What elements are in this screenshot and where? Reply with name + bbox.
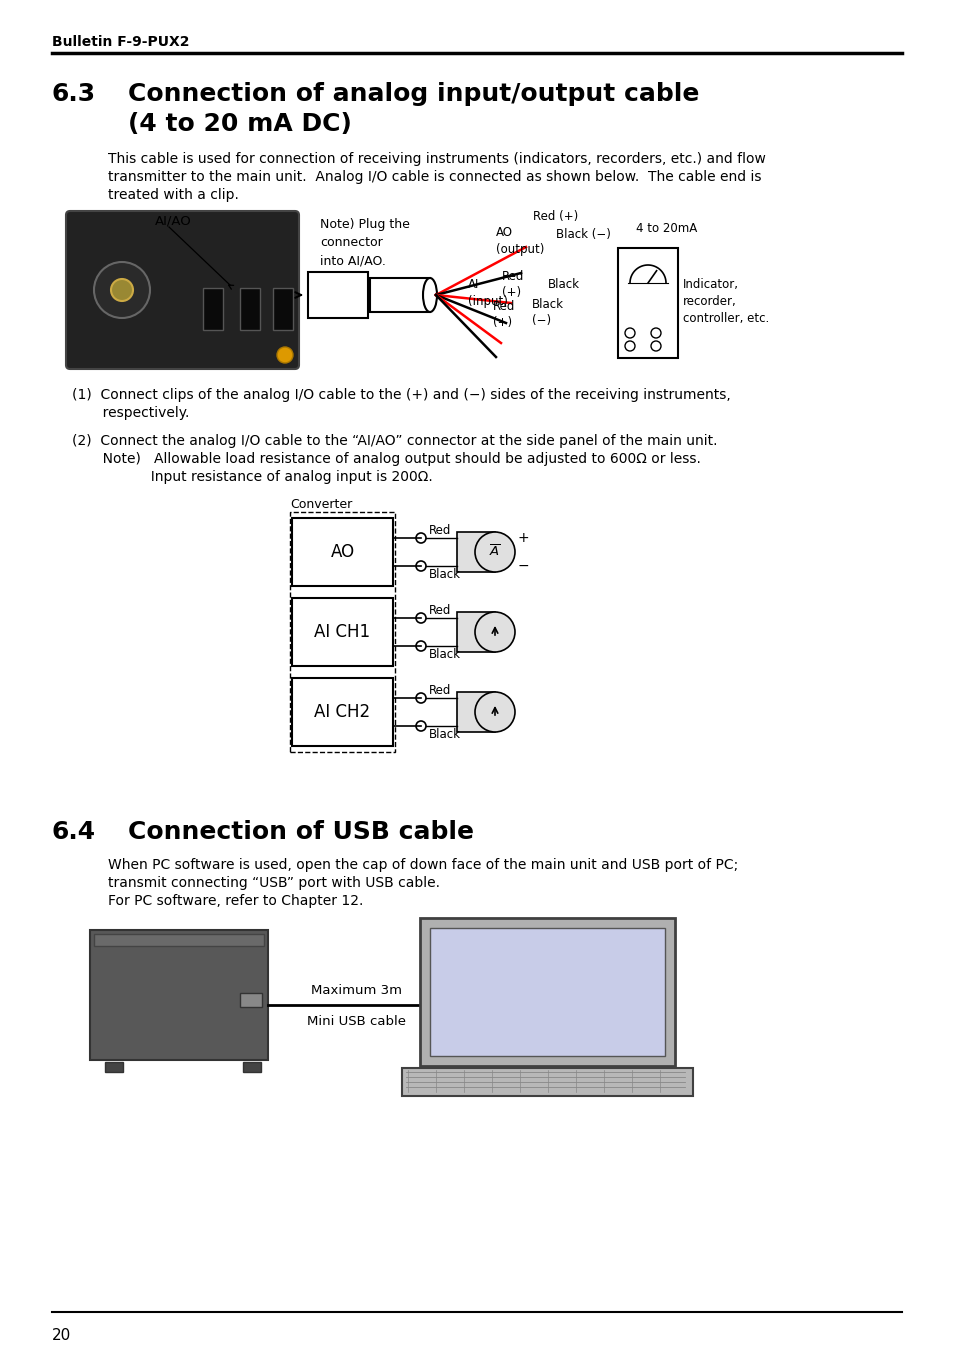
Text: transmit connecting “USB” port with USB cable.: transmit connecting “USB” port with USB … bbox=[108, 875, 439, 890]
Circle shape bbox=[650, 328, 660, 338]
Text: When PC software is used, open the cap of down face of the main unit and USB por: When PC software is used, open the cap o… bbox=[108, 858, 738, 871]
Bar bbox=[419, 917, 675, 1066]
Text: −: − bbox=[517, 559, 529, 573]
Text: Black: Black bbox=[429, 648, 460, 661]
Bar bbox=[290, 512, 395, 753]
Text: Black (−): Black (−) bbox=[556, 228, 610, 240]
Circle shape bbox=[416, 693, 426, 703]
Bar bbox=[90, 929, 268, 1061]
Text: (1)  Connect clips of the analog I/O cable to the (+) and (−) sides of the recei: (1) Connect clips of the analog I/O cabl… bbox=[71, 388, 730, 403]
Circle shape bbox=[475, 612, 515, 653]
Bar bbox=[456, 612, 495, 653]
Circle shape bbox=[416, 561, 426, 571]
Text: (2)  Connect the analog I/O cable to the “AI/AO” connector at the side panel of : (2) Connect the analog I/O cable to the … bbox=[71, 434, 717, 449]
Text: AO
(output): AO (output) bbox=[496, 226, 544, 255]
Bar bbox=[240, 288, 260, 330]
Bar bbox=[292, 517, 393, 586]
Bar bbox=[430, 928, 664, 1056]
Bar bbox=[105, 1062, 123, 1071]
Text: Black
(−): Black (−) bbox=[532, 299, 563, 327]
Text: Maximum 3m: Maximum 3m bbox=[311, 984, 401, 997]
Text: Converter: Converter bbox=[290, 499, 352, 511]
Text: Bulletin F-9-PUX2: Bulletin F-9-PUX2 bbox=[52, 35, 190, 49]
FancyBboxPatch shape bbox=[66, 211, 298, 369]
Text: AI CH2: AI CH2 bbox=[314, 703, 370, 721]
Text: 6.4: 6.4 bbox=[52, 820, 96, 844]
Text: +: + bbox=[517, 531, 529, 544]
Text: AI/AO: AI/AO bbox=[154, 215, 192, 228]
Bar bbox=[273, 288, 293, 330]
Text: 6.3: 6.3 bbox=[52, 82, 96, 105]
Ellipse shape bbox=[422, 278, 436, 312]
Bar bbox=[243, 1062, 261, 1071]
Circle shape bbox=[111, 280, 132, 301]
Text: Black: Black bbox=[429, 728, 460, 740]
Text: treated with a clip.: treated with a clip. bbox=[108, 188, 238, 203]
Text: (4 to 20 mA DC): (4 to 20 mA DC) bbox=[128, 112, 352, 136]
Text: 4 to 20mA: 4 to 20mA bbox=[636, 222, 697, 235]
Bar bbox=[94, 934, 264, 946]
Text: Note)   Allowable load resistance of analog output should be adjusted to 600Ω or: Note) Allowable load resistance of analo… bbox=[71, 453, 700, 466]
Text: Red (+): Red (+) bbox=[533, 209, 578, 223]
Text: Red: Red bbox=[429, 604, 451, 617]
Text: Connection of USB cable: Connection of USB cable bbox=[128, 820, 474, 844]
Text: Note) Plug the
connector
into AI/AO.: Note) Plug the connector into AI/AO. bbox=[319, 218, 410, 267]
Text: This cable is used for connection of receiving instruments (indicators, recorder: This cable is used for connection of rec… bbox=[108, 153, 765, 166]
Bar bbox=[401, 1069, 692, 1096]
Circle shape bbox=[475, 532, 515, 571]
Circle shape bbox=[624, 340, 635, 351]
Text: Red: Red bbox=[429, 684, 451, 697]
Text: Connection of analog input/output cable: Connection of analog input/output cable bbox=[128, 82, 699, 105]
Text: transmitter to the main unit.  Analog I/O cable is connected as shown below.  Th: transmitter to the main unit. Analog I/O… bbox=[108, 170, 760, 184]
Text: AI
(input): AI (input) bbox=[468, 278, 507, 308]
Bar bbox=[456, 692, 495, 732]
Text: AI CH1: AI CH1 bbox=[314, 623, 370, 640]
Circle shape bbox=[650, 340, 660, 351]
Text: Red
(+): Red (+) bbox=[493, 300, 515, 330]
Bar bbox=[292, 598, 393, 666]
Text: Black: Black bbox=[547, 278, 579, 290]
Circle shape bbox=[624, 328, 635, 338]
Bar bbox=[456, 532, 495, 571]
Circle shape bbox=[416, 640, 426, 651]
Text: Black: Black bbox=[429, 567, 460, 581]
Text: 20: 20 bbox=[52, 1328, 71, 1343]
Circle shape bbox=[416, 534, 426, 543]
Circle shape bbox=[416, 721, 426, 731]
Bar bbox=[203, 288, 223, 330]
Bar bbox=[240, 993, 262, 1006]
Circle shape bbox=[276, 347, 293, 363]
Circle shape bbox=[475, 692, 515, 732]
Text: Red: Red bbox=[429, 524, 451, 536]
Circle shape bbox=[416, 613, 426, 623]
Bar bbox=[618, 249, 678, 358]
Text: For PC software, refer to Chapter 12.: For PC software, refer to Chapter 12. bbox=[108, 894, 363, 908]
Bar bbox=[70, 215, 294, 365]
Text: respectively.: respectively. bbox=[71, 407, 190, 420]
Circle shape bbox=[94, 262, 150, 317]
Text: Input resistance of analog input is 200Ω.: Input resistance of analog input is 200Ω… bbox=[71, 470, 433, 484]
Bar bbox=[308, 272, 368, 317]
Text: Indicator,
recorder,
controller, etc.: Indicator, recorder, controller, etc. bbox=[682, 278, 768, 326]
Text: AO: AO bbox=[330, 543, 355, 561]
Text: Mini USB cable: Mini USB cable bbox=[307, 1015, 406, 1028]
Bar bbox=[370, 278, 430, 312]
Bar bbox=[292, 678, 393, 746]
Text: $\overline{A}$: $\overline{A}$ bbox=[489, 544, 500, 559]
Text: Red
(+): Red (+) bbox=[501, 270, 524, 299]
